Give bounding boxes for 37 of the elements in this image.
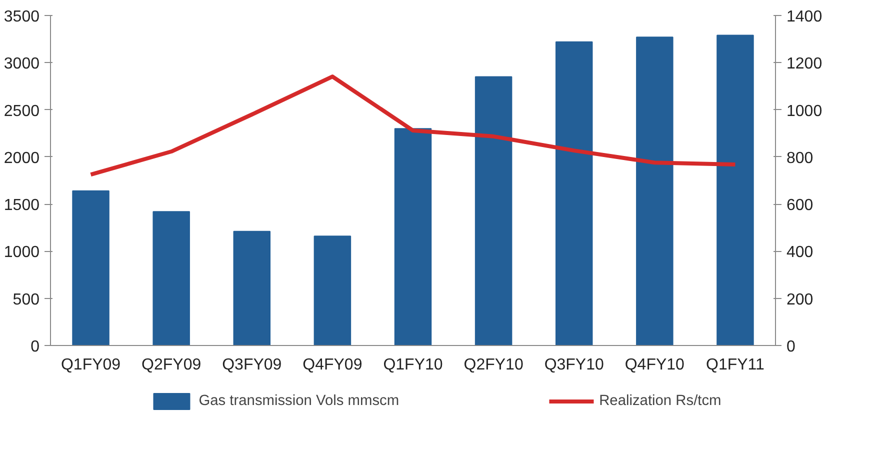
x-tick-label: Q1FY10 <box>383 356 443 374</box>
y2-tick-label: 1200 <box>786 56 822 73</box>
bar <box>72 190 110 346</box>
x-tick-label: Q4FY10 <box>624 356 685 374</box>
line-series <box>88 74 738 177</box>
bar <box>716 34 754 346</box>
bar <box>636 36 674 346</box>
y-tick-label: 3500 <box>4 8 40 26</box>
y2-tick-label: 200 <box>786 291 814 308</box>
y-tick-label: 500 <box>12 291 40 308</box>
bar <box>233 230 271 346</box>
bar <box>474 76 512 346</box>
y2-tick-label: 800 <box>786 150 814 167</box>
x-tick-label: Q4FY09 <box>302 356 362 374</box>
x-tick-label: Q2FY09 <box>142 356 202 374</box>
legend-label: Realization Rs/tcm <box>599 393 722 409</box>
y2-tick-label: 600 <box>786 197 814 214</box>
y2-tick-label: 1400 <box>786 8 822 26</box>
y-tick-label: 3000 <box>4 56 40 73</box>
y2-tick-label: 0 <box>786 338 796 356</box>
y2-tick-label: 1000 <box>786 102 822 120</box>
y-tick-label: 1000 <box>4 244 40 262</box>
bar <box>314 236 352 346</box>
x-tick-label: Q3FY10 <box>544 356 604 374</box>
y-tick-label: 0 <box>30 338 40 356</box>
y-tick-label: 2000 <box>4 150 40 167</box>
legend-label: Gas transmission Vols mmscm <box>198 393 400 409</box>
x-tick-label: Q2FY10 <box>464 356 524 374</box>
x-tick-label: Q1FY11 <box>706 356 765 374</box>
bar <box>152 211 190 346</box>
bar <box>394 128 432 346</box>
y-tick-label: 2500 <box>4 102 40 120</box>
bar <box>555 41 593 346</box>
x-tick-label: Q1FY09 <box>60 356 121 374</box>
y2-tick-label: 400 <box>786 244 814 262</box>
y-tick-label: 1500 <box>4 197 40 214</box>
x-tick-label: Q3FY09 <box>222 356 282 374</box>
